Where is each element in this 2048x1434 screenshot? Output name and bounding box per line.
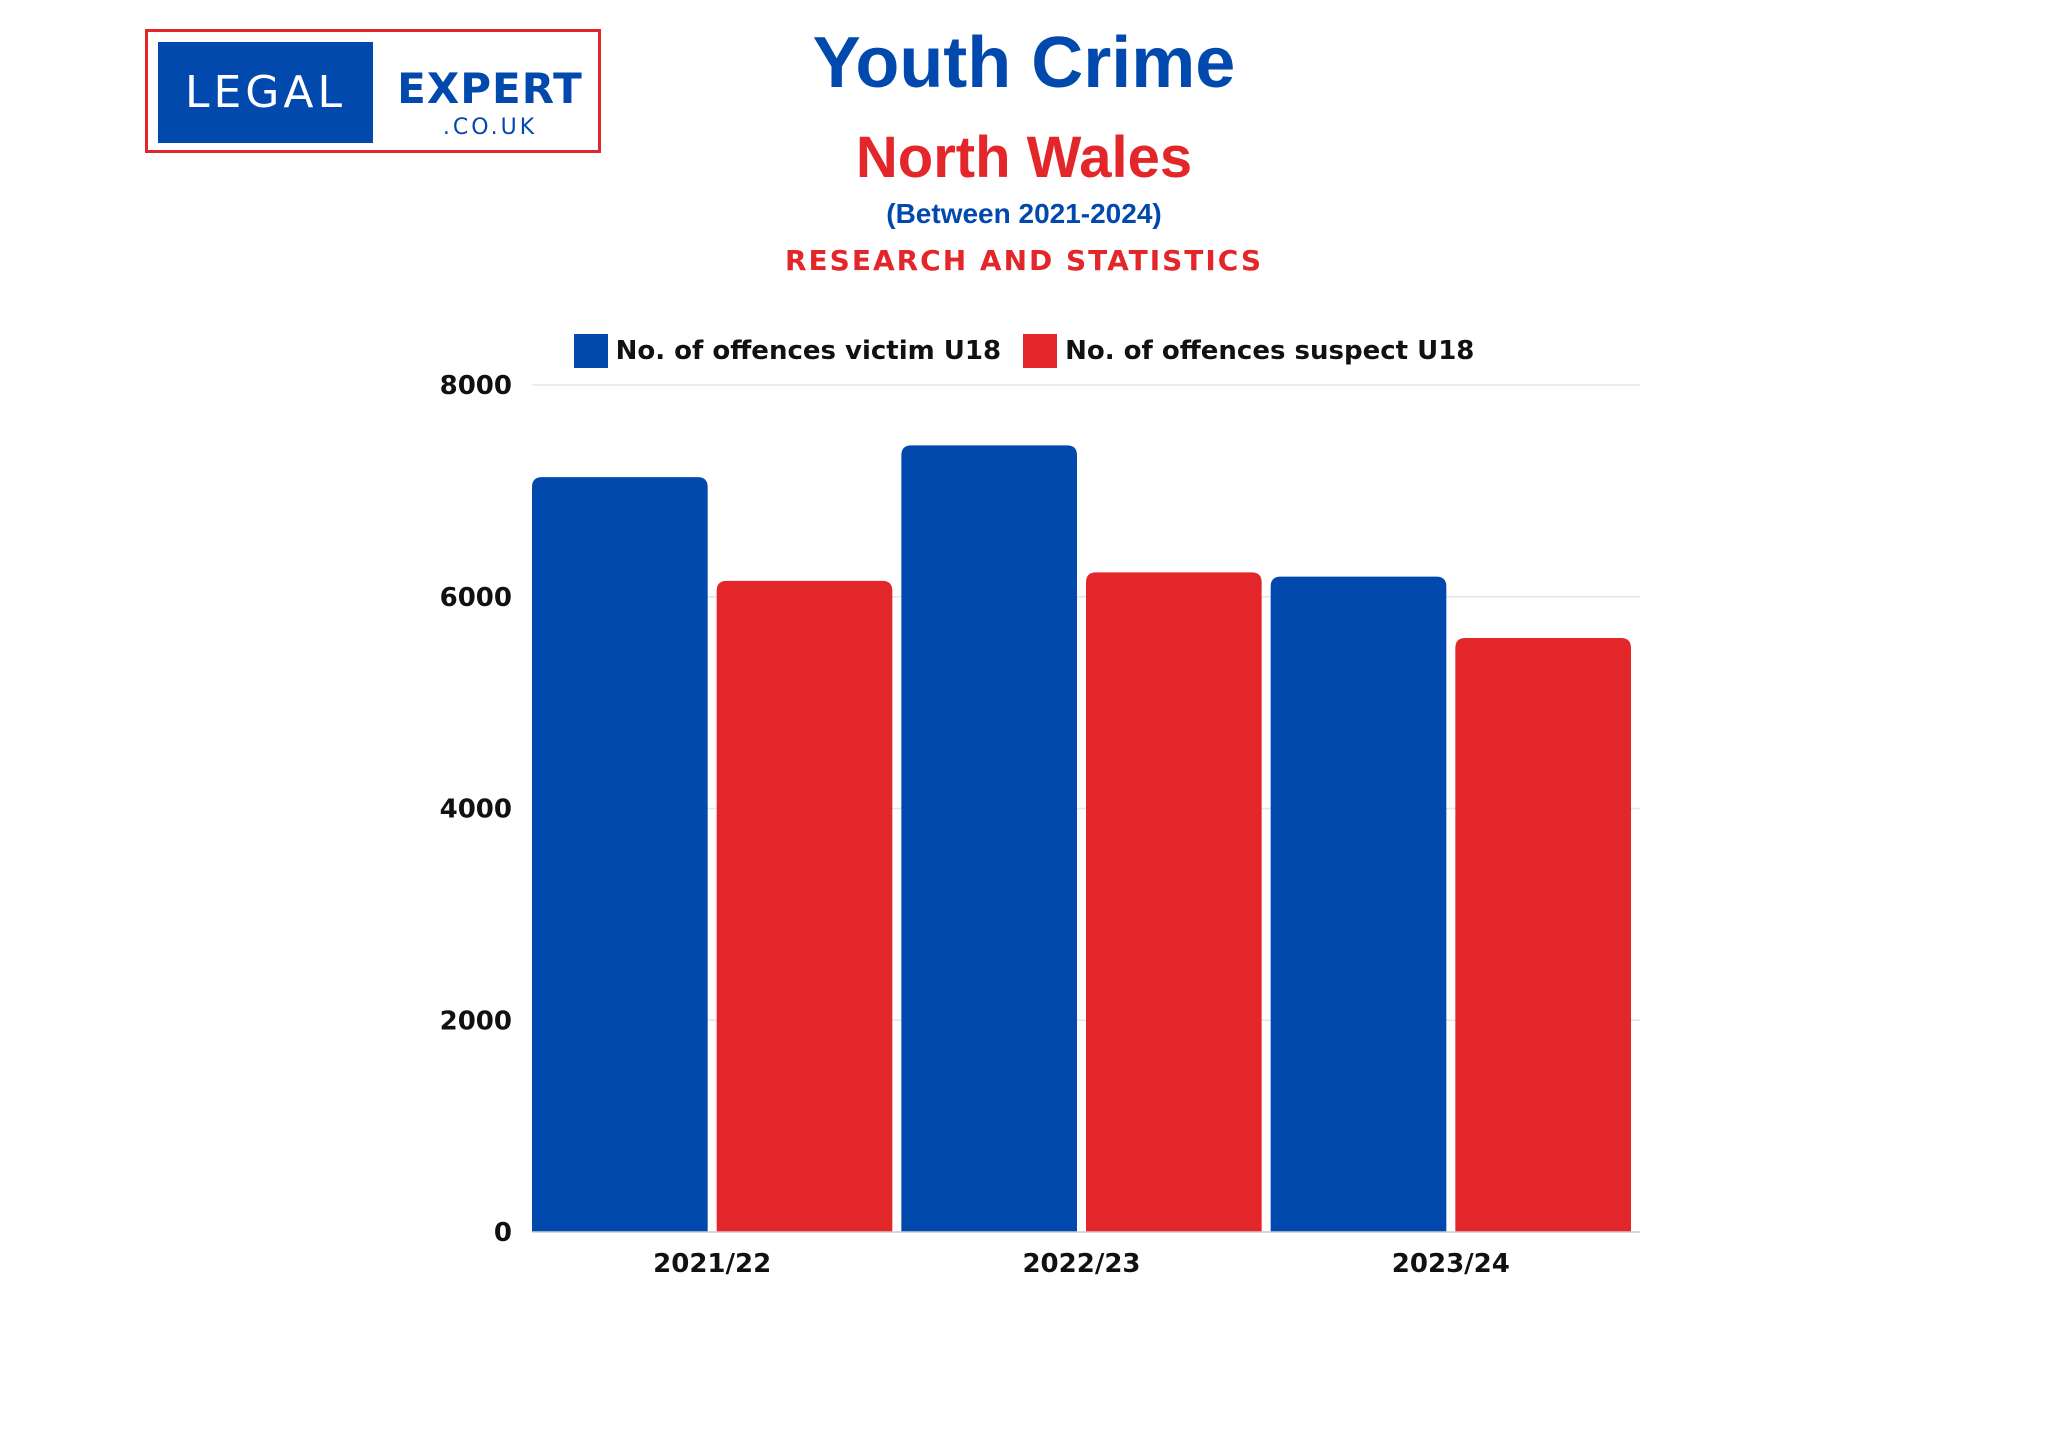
y-tick-label: 8000 (440, 371, 512, 401)
bar-suspect (1086, 572, 1262, 1232)
tagline: RESEARCH AND STATISTICS (784, 244, 1264, 277)
x-tick-label: 2023/24 (1392, 1249, 1510, 1279)
y-tick-label: 6000 (440, 583, 512, 613)
page-subtitle: North Wales (855, 125, 1193, 190)
period-label: (Between 2021-2024) (886, 198, 1162, 229)
chart-legend: No. of offences victim U18 No. of offenc… (0, 334, 2048, 368)
legend-swatch-victim (573, 334, 608, 368)
page-title: Youth Crime (812, 23, 1236, 103)
y-tick-label: 4000 (440, 795, 512, 825)
legal-expert-logo: LEGAL EXPERT .CO.UK (145, 29, 601, 153)
logo-domain-text: .CO.UK (442, 115, 538, 140)
legend-label-suspect: No. of offences suspect U18 (1065, 336, 1475, 366)
y-tick-label: 2000 (440, 1006, 512, 1036)
x-tick-label: 2022/23 (1022, 1249, 1140, 1279)
bar-victim (901, 445, 1077, 1232)
legend-swatch-suspect (1023, 334, 1058, 368)
bar-suspect (1455, 638, 1631, 1232)
logo-expert-text: EXPERT (397, 64, 583, 113)
logo-legal-block: LEGAL (158, 42, 373, 143)
legend-item-suspect: No. of offences suspect U18 (1023, 334, 1474, 368)
bar-suspect (716, 580, 893, 1232)
x-tick-label: 2021/22 (653, 1249, 771, 1279)
legend-item-victim: No. of offences victim U18 (573, 334, 1002, 368)
legend-label-victim: No. of offences victim U18 (615, 336, 1002, 366)
bar-victim (1270, 576, 1447, 1232)
bar-victim (532, 477, 708, 1233)
y-tick-label: 0 (494, 1218, 512, 1248)
